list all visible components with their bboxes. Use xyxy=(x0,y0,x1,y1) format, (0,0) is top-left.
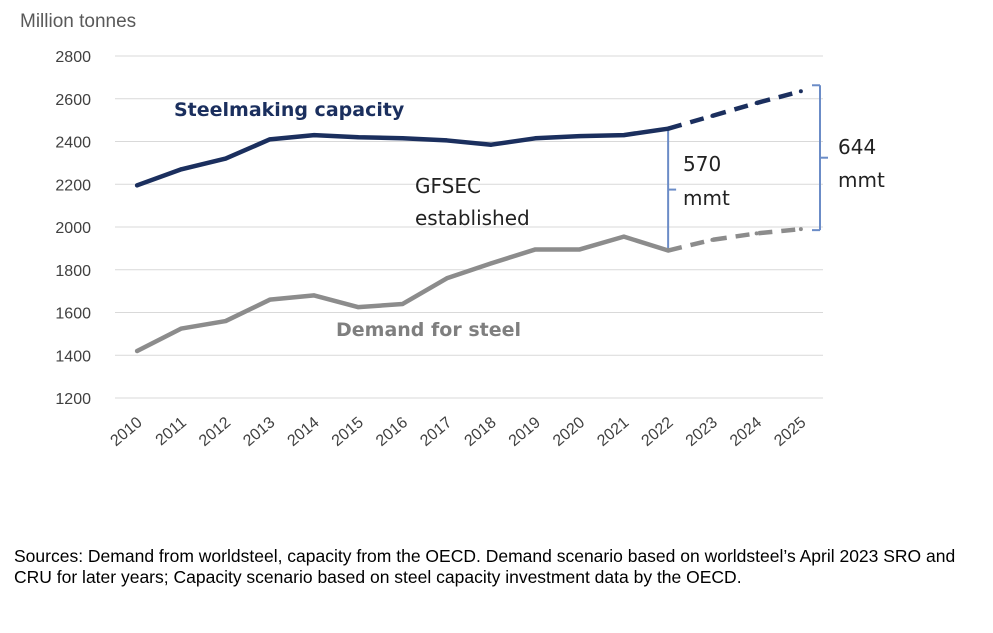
source-note: Sources: Demand from worldsteel, capacit… xyxy=(14,546,956,587)
x-tick-2022: 2022 xyxy=(639,414,677,450)
x-tick-2012: 2012 xyxy=(196,414,234,450)
y-tick-2400: 2400 xyxy=(55,135,91,152)
series-0-point-2017 xyxy=(444,138,449,143)
y-tick-1200: 1200 xyxy=(55,391,91,408)
y-tick-1600: 1600 xyxy=(55,306,91,323)
gfsec-annotation-line1: GFSEC xyxy=(415,174,481,198)
series-1-point-2021 xyxy=(621,234,626,239)
x-tick-2019: 2019 xyxy=(506,414,544,450)
gfsec-annotation-line2: established xyxy=(415,206,530,230)
x-tick-2018: 2018 xyxy=(462,414,500,450)
y-tick-2600: 2600 xyxy=(55,92,91,109)
gap-annotations xyxy=(667,84,828,251)
y-tick-2200: 2200 xyxy=(55,177,91,194)
series-1-point-2016 xyxy=(400,301,405,306)
x-tick-2020: 2020 xyxy=(550,414,588,450)
gap-2025-unit: mmt xyxy=(838,168,885,192)
series-1-point-2020 xyxy=(577,247,582,252)
series-1-point-2012 xyxy=(223,319,228,324)
y-tick-1800: 1800 xyxy=(55,263,91,280)
series-0-point-2011 xyxy=(179,167,184,172)
series-0-line-projection xyxy=(667,89,802,131)
x-tick-2024: 2024 xyxy=(727,414,765,450)
gap-2022-unit: mmt xyxy=(683,186,730,210)
series-1-point-2010 xyxy=(135,348,140,353)
x-tick-2013: 2013 xyxy=(240,414,278,450)
steel-capacity-demand-chart: Million tonnes 1200 1400 1600 1800 2000 2200 2… xyxy=(20,11,885,450)
series-1-point-2011 xyxy=(179,326,184,331)
series-0-point-2020 xyxy=(577,134,582,139)
gap-2025-value: 644 xyxy=(838,135,876,159)
x-axis-ticks: 2010 2011 2012 2013 2014 2015 2016 2017 2018 2019… xyxy=(108,414,810,450)
series-0-point-2022 xyxy=(666,126,671,131)
series-0-point-2013 xyxy=(267,137,272,142)
y-tick-1400: 1400 xyxy=(55,348,91,365)
y-tick-2000: 2000 xyxy=(55,220,91,237)
series-1-point-2025 xyxy=(798,227,803,232)
x-tick-2016: 2016 xyxy=(373,414,411,450)
gridlines xyxy=(115,55,823,399)
series-0-point-2024 xyxy=(754,101,759,106)
series-lines xyxy=(134,89,803,354)
series-1-point-2019 xyxy=(533,247,538,252)
series-0-point-2010 xyxy=(135,183,140,188)
gap-2022-value: 570 xyxy=(683,152,721,176)
series-1-point-2018 xyxy=(489,261,494,266)
series-1-point-2023 xyxy=(710,237,715,242)
series-0-point-2023 xyxy=(710,113,715,118)
series-1-point-2022 xyxy=(666,248,671,253)
series-0-point-2016 xyxy=(400,136,405,141)
x-tick-2011: 2011 xyxy=(153,414,190,449)
series-0-point-2019 xyxy=(533,136,538,141)
series-0-point-2018 xyxy=(489,142,494,147)
series-0-point-2014 xyxy=(312,133,317,138)
series-1-point-2014 xyxy=(312,293,317,298)
x-tick-2014: 2014 xyxy=(285,414,323,450)
x-tick-2021: 2021 xyxy=(594,414,632,450)
series-1-point-2013 xyxy=(267,297,272,302)
x-tick-2025: 2025 xyxy=(771,414,809,450)
x-tick-2010: 2010 xyxy=(108,414,146,450)
demand-series-label: Demand for steel xyxy=(336,319,521,341)
series-0-point-2025 xyxy=(798,89,803,94)
series-0-point-2015 xyxy=(356,135,361,140)
series-1-point-2024 xyxy=(754,231,759,236)
series-1-line-projection xyxy=(667,226,802,253)
y-tick-2800: 2800 xyxy=(55,49,91,66)
series-0-point-2012 xyxy=(223,156,228,161)
series-1-point-2015 xyxy=(356,305,361,310)
y-axis-ticks: 1200 1400 1600 1800 2000 2200 2400 2600 2800 xyxy=(55,49,91,408)
series-1-point-2017 xyxy=(444,276,449,281)
y-axis-unit-label: Million tonnes xyxy=(20,11,136,32)
capacity-series-label: Steelmaking capacity xyxy=(174,99,405,121)
x-tick-2015: 2015 xyxy=(329,414,367,450)
x-tick-2023: 2023 xyxy=(683,414,721,450)
series-0-point-2021 xyxy=(621,133,626,138)
x-tick-2017: 2017 xyxy=(417,414,455,450)
